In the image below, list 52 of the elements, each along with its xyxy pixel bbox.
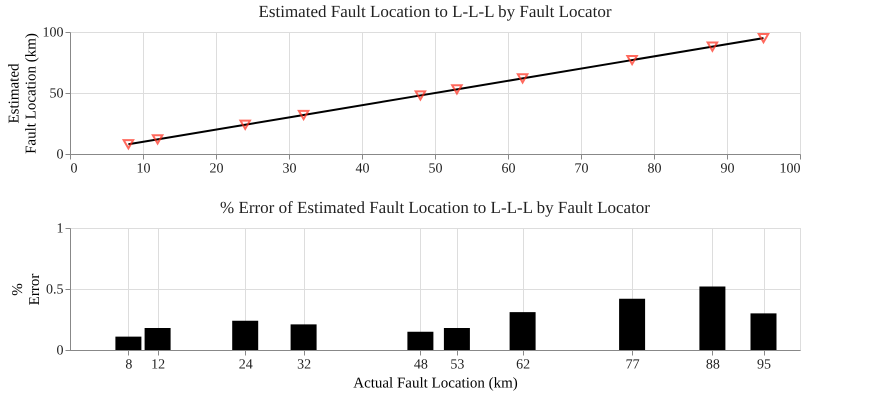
bar xyxy=(619,298,646,350)
y-tick-label: 0 xyxy=(56,344,64,358)
point xyxy=(626,54,638,66)
x-tick-label: 12 xyxy=(151,358,166,372)
x-tick-label: 48 xyxy=(414,358,428,372)
x-tick-label: 77 xyxy=(626,358,640,372)
x-tick-label: 90 xyxy=(720,162,734,176)
x-axis-title: Actual Fault Location (km) xyxy=(353,376,518,392)
x-tick-label: 100 xyxy=(780,162,800,176)
point xyxy=(706,42,718,52)
point xyxy=(298,110,310,120)
y-tick-label: 0.5 xyxy=(46,282,64,298)
bar xyxy=(699,286,726,350)
y-tick-label: 0 xyxy=(56,148,64,162)
point xyxy=(152,134,164,144)
x-tick-label: 95 xyxy=(757,358,771,372)
y-axis-title: Estimated Fault Location (km) xyxy=(6,33,40,154)
y-axis-title: % Error xyxy=(10,274,43,306)
chart-title: % Error of Estimated Fault Location to L-L-L by Fault Locator xyxy=(220,198,650,217)
bar xyxy=(510,312,536,350)
x-tick-label: 40 xyxy=(356,162,370,176)
bar xyxy=(444,328,470,350)
x-tick-label: 62 xyxy=(516,358,530,372)
x-tick-label: 88 xyxy=(706,358,720,372)
x-tick-label: 20 xyxy=(210,162,224,176)
x-tick-label: 8 xyxy=(125,358,132,372)
bar xyxy=(290,324,317,350)
x-tick-label: 60 xyxy=(502,162,516,176)
x-tick-label: 0 xyxy=(70,162,78,176)
x-tick-label: 70 xyxy=(574,162,588,176)
point xyxy=(414,90,426,101)
bar xyxy=(407,332,434,350)
y-tick-label: 1 xyxy=(56,222,64,236)
x-tick-label: 32 xyxy=(297,358,312,372)
x-tick-label: 50 xyxy=(428,162,442,176)
y-tick-label: 50 xyxy=(50,86,64,102)
point xyxy=(122,139,134,150)
x-tick-label: 30 xyxy=(282,162,296,176)
chart-title: Estimated Fault Location to L-L-L by Fault Locator xyxy=(258,2,612,21)
x-tick-label: 24 xyxy=(238,358,253,372)
point xyxy=(239,120,251,130)
bar xyxy=(115,336,142,350)
point xyxy=(758,32,770,44)
y-tick-label: 100 xyxy=(42,26,64,40)
x-tick-label: 80 xyxy=(648,162,662,176)
bar xyxy=(232,320,258,350)
bar xyxy=(144,328,171,350)
point xyxy=(516,73,528,84)
x-tick-label: 53 xyxy=(450,358,464,372)
point xyxy=(451,84,463,94)
x-tick-label: 10 xyxy=(136,162,150,176)
bar xyxy=(750,313,776,350)
